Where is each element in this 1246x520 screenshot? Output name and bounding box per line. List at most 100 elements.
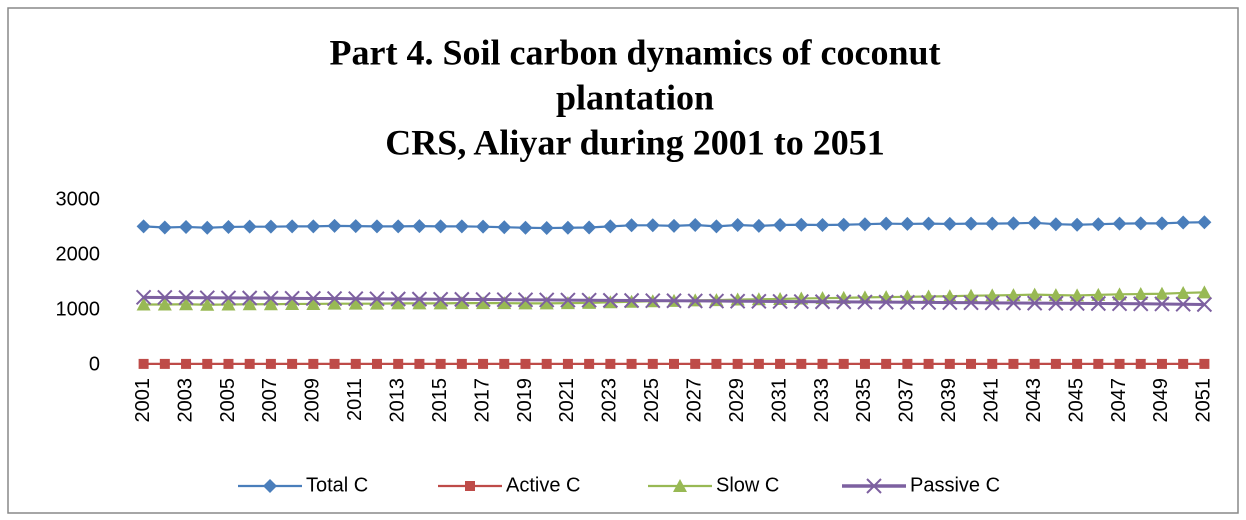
marker xyxy=(518,220,533,235)
x-tick-label: 2015 xyxy=(429,378,451,423)
marker xyxy=(859,358,870,369)
marker xyxy=(562,358,573,369)
marker xyxy=(602,292,619,309)
y-tick-label: 1000 xyxy=(56,298,101,320)
x-tick-label: 2043 xyxy=(1023,378,1045,423)
marker xyxy=(242,219,257,234)
marker xyxy=(265,358,276,369)
marker xyxy=(878,294,894,310)
marker xyxy=(1154,286,1169,300)
marker xyxy=(306,296,321,310)
marker xyxy=(200,297,215,311)
marker xyxy=(1091,287,1106,301)
marker xyxy=(1008,358,1019,369)
marker xyxy=(538,292,555,308)
y-tick-label: 3000 xyxy=(56,188,101,210)
marker xyxy=(1111,295,1128,312)
marker xyxy=(454,291,470,308)
x-tick-label: 2047 xyxy=(1108,378,1130,423)
chart-title: Part 4. Soil carbon dynamics of coconut xyxy=(330,32,941,72)
marker xyxy=(667,218,681,233)
marker xyxy=(539,296,554,310)
marker xyxy=(1175,296,1191,312)
marker xyxy=(157,297,172,311)
marker xyxy=(560,296,575,310)
marker xyxy=(241,290,258,306)
marker xyxy=(647,358,658,369)
y-tick-label: 0 xyxy=(89,353,100,375)
marker xyxy=(263,297,278,311)
marker xyxy=(1093,358,1104,369)
marker xyxy=(923,358,934,369)
x-tick-label: 2023 xyxy=(599,378,621,423)
marker xyxy=(964,216,979,231)
marker xyxy=(1006,216,1021,231)
x-tick-label: 2013 xyxy=(386,378,408,423)
marker xyxy=(645,292,661,309)
marker xyxy=(348,219,363,234)
marker xyxy=(603,219,618,234)
marker xyxy=(1176,285,1191,299)
x-tick-label: 2007 xyxy=(259,378,281,423)
marker xyxy=(454,296,469,310)
marker xyxy=(1197,215,1212,230)
marker xyxy=(942,294,958,311)
marker xyxy=(1070,288,1085,302)
marker xyxy=(348,296,363,310)
marker xyxy=(1005,295,1022,311)
marker xyxy=(626,358,637,369)
marker xyxy=(181,358,192,369)
marker xyxy=(369,291,385,307)
marker xyxy=(454,219,469,234)
marker xyxy=(391,296,406,310)
marker xyxy=(287,358,298,369)
marker xyxy=(412,296,427,310)
marker xyxy=(1048,217,1063,232)
marker xyxy=(1050,358,1061,369)
marker xyxy=(1112,287,1127,301)
marker xyxy=(390,291,406,307)
marker xyxy=(1176,215,1191,230)
x-tick-label: 2019 xyxy=(514,378,536,423)
marker xyxy=(921,216,936,231)
marker xyxy=(666,293,682,309)
chart-border xyxy=(7,7,1239,514)
marker xyxy=(136,297,151,311)
marker xyxy=(157,220,172,235)
marker xyxy=(944,358,955,369)
marker xyxy=(1091,217,1106,232)
marker xyxy=(284,290,300,307)
marker xyxy=(136,219,151,234)
marker xyxy=(285,219,300,234)
marker xyxy=(987,358,998,369)
marker xyxy=(732,358,743,369)
marker xyxy=(1133,296,1149,312)
x-tick-label: 2009 xyxy=(302,378,324,423)
marker xyxy=(369,219,384,234)
y-tick-label: 2000 xyxy=(56,243,101,265)
marker xyxy=(435,358,446,369)
marker xyxy=(475,291,491,308)
marker xyxy=(1112,216,1127,231)
marker xyxy=(920,294,937,311)
marker xyxy=(1070,217,1085,232)
marker xyxy=(879,216,894,231)
marker xyxy=(1069,295,1085,312)
marker xyxy=(285,296,300,310)
marker xyxy=(730,218,745,233)
marker xyxy=(1114,358,1125,369)
legend-item: Total C xyxy=(238,474,368,496)
marker xyxy=(1027,215,1042,230)
marker xyxy=(773,218,788,233)
marker xyxy=(541,358,552,369)
marker xyxy=(517,292,534,308)
x-tick-label: 2021 xyxy=(556,378,578,423)
marker xyxy=(327,218,342,233)
legend-label: Total C xyxy=(306,474,368,496)
marker xyxy=(518,296,533,310)
marker xyxy=(138,358,149,369)
marker xyxy=(221,297,236,311)
marker xyxy=(984,295,1000,311)
x-tick-label: 2027 xyxy=(683,378,705,423)
marker xyxy=(412,219,427,234)
